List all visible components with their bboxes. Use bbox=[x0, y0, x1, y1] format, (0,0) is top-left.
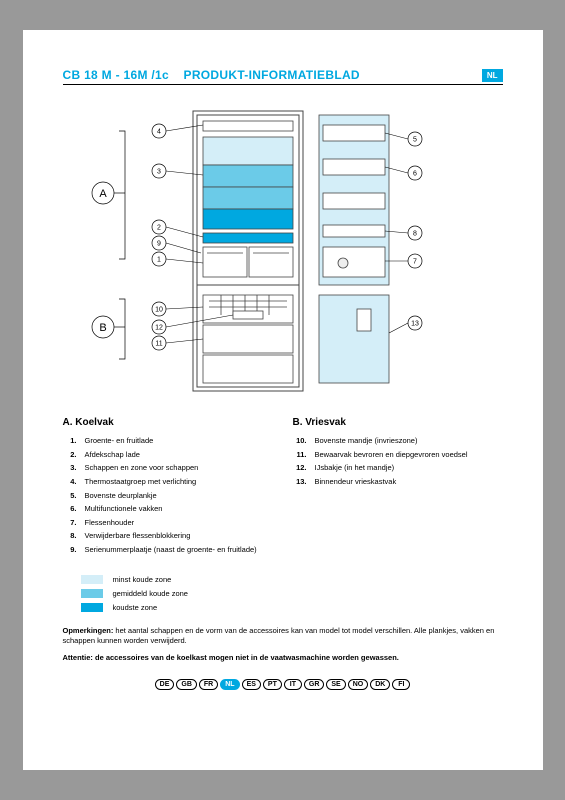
callout-9: 9 bbox=[152, 236, 201, 253]
remark-text: het aantal schappen en de vorm van de ac… bbox=[63, 626, 495, 646]
list-item: 1.Groente- en fruitlade bbox=[63, 436, 273, 446]
legend-item: minst koude zone bbox=[81, 575, 503, 584]
svg-text:12: 12 bbox=[155, 325, 163, 332]
lang-dk[interactable]: DK bbox=[370, 679, 390, 690]
list-item: 6.Multifunctionele vakken bbox=[63, 504, 273, 514]
list-item: 9.Serienummerplaatje (naast de groente- … bbox=[63, 545, 273, 555]
col-a-title: A. Koelvak bbox=[63, 417, 273, 428]
svg-text:10: 10 bbox=[155, 307, 163, 314]
svg-text:3: 3 bbox=[157, 169, 161, 176]
list-item: 5.Bovenste deurplankje bbox=[63, 491, 273, 501]
legend-label: minst koude zone bbox=[113, 575, 172, 584]
list-item: 11.Bewaarvak bevroren en diepgevroren vo… bbox=[293, 450, 503, 460]
col-b-title: B. Vriesvak bbox=[293, 417, 503, 428]
callout-5: 5 bbox=[385, 132, 422, 146]
section-a-label: A bbox=[99, 188, 107, 200]
lang-gr[interactable]: GR bbox=[304, 679, 325, 690]
callout-10: 10 bbox=[152, 302, 203, 316]
svg-text:13: 13 bbox=[411, 321, 419, 328]
callout-7: 7 bbox=[385, 254, 422, 268]
swatch-mid bbox=[81, 589, 103, 598]
list-item: 13.Binnendeur vrieskastvak bbox=[293, 477, 503, 487]
legend-label: koudste zone bbox=[113, 603, 158, 612]
callout-4: 4 bbox=[152, 124, 203, 138]
svg-text:9: 9 bbox=[157, 241, 161, 248]
attention-line: Attentie: de accessoires van de koelkast… bbox=[63, 653, 503, 664]
list-item: 12.IJsbakje (in het mandje) bbox=[293, 463, 503, 473]
lang-de[interactable]: DE bbox=[155, 679, 175, 690]
svg-text:6: 6 bbox=[413, 171, 417, 178]
lang-no[interactable]: NO bbox=[348, 679, 369, 690]
list-item: 3.Schappen en zone voor schappen bbox=[63, 463, 273, 473]
language-badge: NL bbox=[482, 69, 503, 82]
svg-text:11: 11 bbox=[155, 341, 162, 348]
header-rule bbox=[63, 84, 503, 85]
list-item: 7.Flessenhouder bbox=[63, 518, 273, 528]
svg-text:8: 8 bbox=[413, 231, 417, 238]
lang-pt[interactable]: PT bbox=[263, 679, 282, 690]
legend-label: gemiddeld koude zone bbox=[113, 589, 188, 598]
lang-se[interactable]: SE bbox=[326, 679, 345, 690]
col-a-list: 1.Groente- en fruitlade 2.Afdekschap lad… bbox=[63, 436, 273, 555]
callout-8: 8 bbox=[385, 226, 422, 240]
doc-type: PRODUKT-INFORMATIEBLAD bbox=[184, 68, 360, 82]
lang-es[interactable]: ES bbox=[242, 679, 261, 690]
list-item: 4.Thermostaatgroep met verlichting bbox=[63, 477, 273, 487]
col-b-list: 10.Bovenste mandje (invrieszone) 11.Bewa… bbox=[293, 436, 503, 487]
product-diagram: A B 4 3 2 9 1 10 12 11 5 6 8 7 13 bbox=[63, 103, 503, 403]
callout-3: 3 bbox=[152, 164, 203, 178]
section-b-label: B bbox=[99, 322, 106, 334]
legend-item: koudste zone bbox=[81, 603, 503, 612]
lang-nl[interactable]: NL bbox=[220, 679, 239, 690]
svg-text:7: 7 bbox=[413, 259, 417, 266]
callout-6: 6 bbox=[385, 166, 422, 180]
header: CB 18 M - 16M /1c PRODUKT-INFORMATIEBLAD… bbox=[63, 68, 503, 82]
svg-text:2: 2 bbox=[157, 225, 161, 232]
document-page: CB 18 M - 16M /1c PRODUKT-INFORMATIEBLAD… bbox=[23, 30, 543, 770]
callout-13: 13 bbox=[389, 316, 422, 333]
column-a: A. Koelvak 1.Groente- en fruitlade 2.Afd… bbox=[63, 417, 273, 559]
remark-label: Opmerkingen: bbox=[63, 626, 114, 635]
legend-item: gemiddeld koude zone bbox=[81, 589, 503, 598]
svg-text:5: 5 bbox=[413, 137, 417, 144]
lang-fr[interactable]: FR bbox=[199, 679, 218, 690]
callout-1: 1 bbox=[152, 252, 203, 266]
lang-it[interactable]: IT bbox=[284, 679, 302, 690]
lang-fi[interactable]: FI bbox=[392, 679, 410, 690]
language-selector: DE GB FR NL ES PT IT GR SE NO DK FI bbox=[63, 679, 503, 690]
description-columns: A. Koelvak 1.Groente- en fruitlade 2.Afd… bbox=[63, 417, 503, 559]
swatch-light bbox=[81, 575, 103, 584]
model-code: CB 18 M - 16M /1c bbox=[63, 68, 169, 82]
remark-line: Opmerkingen: het aantal schappen en de v… bbox=[63, 626, 503, 647]
zone-legend: minst koude zone gemiddeld koude zone ko… bbox=[81, 575, 503, 612]
page-title: CB 18 M - 16M /1c PRODUKT-INFORMATIEBLAD bbox=[63, 68, 360, 82]
lang-gb[interactable]: GB bbox=[176, 679, 197, 690]
callout-11: 11 bbox=[152, 336, 203, 350]
svg-text:1: 1 bbox=[157, 257, 161, 264]
list-item: 2.Afdekschap lade bbox=[63, 450, 273, 460]
swatch-dark bbox=[81, 603, 103, 612]
list-item: 10.Bovenste mandje (invrieszone) bbox=[293, 436, 503, 446]
diagram-svg: A B 4 3 2 9 1 10 12 11 5 6 8 7 13 bbox=[63, 103, 503, 403]
callout-2: 2 bbox=[152, 220, 203, 237]
column-b: B. Vriesvak 10.Bovenste mandje (invriesz… bbox=[293, 417, 503, 559]
notes: Opmerkingen: het aantal schappen en de v… bbox=[63, 626, 503, 664]
list-item: 8.Verwijderbare flessenblokkering bbox=[63, 531, 273, 541]
svg-text:4: 4 bbox=[157, 129, 161, 136]
